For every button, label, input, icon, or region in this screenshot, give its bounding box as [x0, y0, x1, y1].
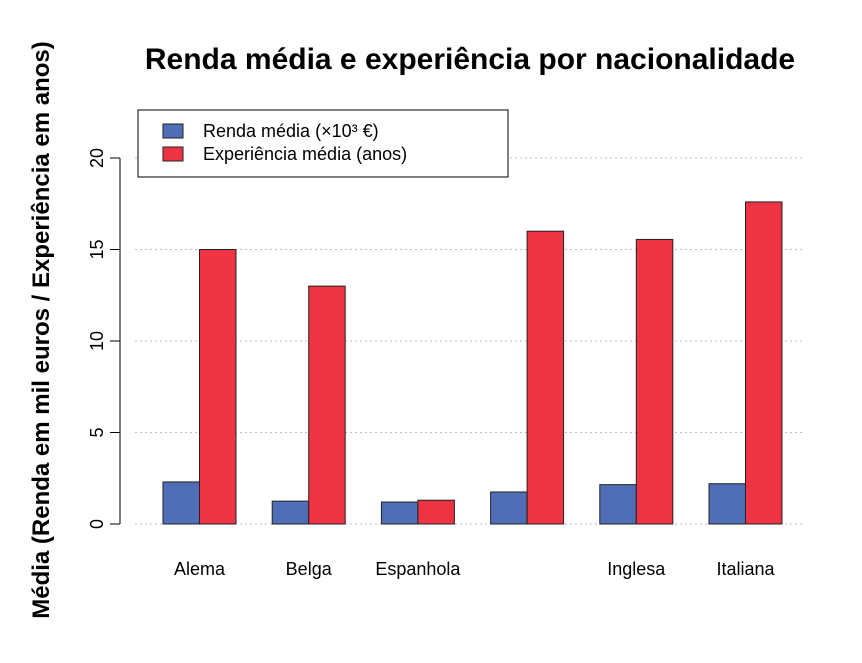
bar-experiencia: [526, 230, 565, 525]
x-tick-label: Italiana: [716, 559, 775, 579]
x-tick-label: Alema: [174, 559, 226, 579]
bar-renda: [708, 483, 746, 525]
legend-swatch-experiencia: [162, 146, 184, 162]
y-tick-label: 10: [87, 331, 107, 351]
x-tick-label: Inglesa: [607, 559, 666, 579]
legend-label-experiencia: Experiência média (anos): [203, 144, 407, 164]
bars: [162, 201, 783, 525]
bar-experiencia: [745, 201, 783, 525]
bar-renda: [599, 484, 637, 525]
bar-experiencia: [199, 249, 237, 525]
x-tick-label: Espanhola: [375, 559, 461, 579]
x-axis-labels: Alema Belga Espanhola Inglesa Italiana: [174, 559, 776, 579]
y-tick-label: 5: [87, 427, 107, 437]
bar-renda: [490, 491, 528, 525]
legend-swatch-renda: [162, 123, 184, 139]
chart-title: Renda média e experiência por nacionalid…: [145, 43, 795, 76]
legend: Renda média (×10³ €) Experiência média (…: [137, 109, 509, 178]
x-tick-label: Belga: [286, 559, 333, 579]
y-axis-label: Média (Renda em mil euros / Experiência …: [28, 41, 55, 619]
legend-label-renda: Renda média (×10³ €): [203, 121, 379, 141]
y-tick-label: 0: [87, 519, 107, 529]
y-tick-label: 15: [87, 239, 107, 259]
legend-box: [137, 109, 509, 178]
bar-experiencia: [308, 285, 346, 525]
bar-renda: [162, 481, 200, 525]
y-axis: 0 5 10 15 20: [87, 148, 121, 529]
bar-renda: [380, 501, 419, 525]
bar-experiencia: [417, 499, 455, 525]
y-tick-label: 20: [87, 148, 107, 168]
bar-experiencia: [635, 238, 674, 525]
bar-renda: [271, 500, 310, 525]
